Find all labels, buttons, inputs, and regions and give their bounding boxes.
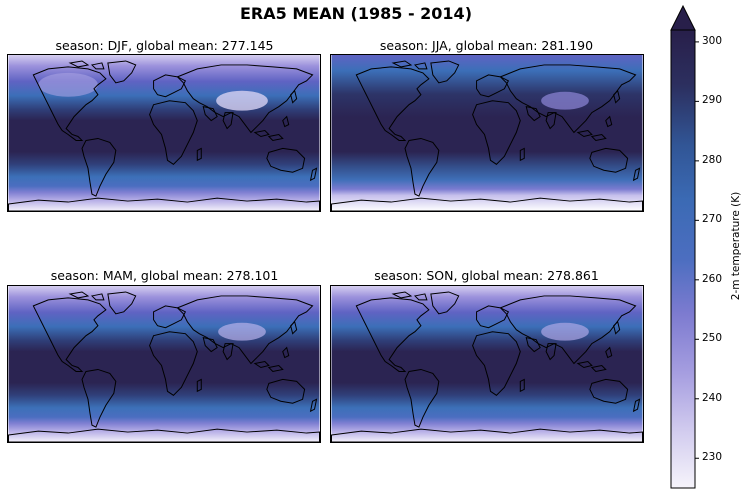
colorbar-tick-label: 300: [702, 34, 723, 47]
colorbar-label: 2-m temperature (K): [730, 191, 742, 301]
map-panel-djf: [7, 54, 321, 212]
panel-title-mam: season: MAM, global mean: 278.101: [50, 268, 279, 283]
colorbar-tick-label: 240: [702, 391, 723, 404]
panel-title-jja: season: JJA, global mean: 281.190: [379, 38, 594, 53]
colorbar-tick-label: 230: [702, 451, 723, 464]
colorbar-tick-label: 270: [702, 213, 723, 226]
colorbar: [670, 4, 699, 489]
colorbar-tick-label: 250: [702, 332, 723, 345]
map-panel-jja: [330, 54, 644, 212]
colorbar-tick-label: 260: [702, 272, 723, 285]
panel-title-son: season: SON, global mean: 278.861: [374, 268, 599, 283]
figure-title: ERA5 MEAN (1985 - 2014): [240, 4, 472, 23]
map-panel-mam: [7, 285, 321, 443]
colorbar-tick-label: 280: [702, 153, 723, 166]
map-panel-son: [330, 285, 644, 443]
panel-title-djf: season: DJF, global mean: 277.145: [55, 38, 274, 53]
colorbar-tick-label: 290: [702, 94, 723, 107]
